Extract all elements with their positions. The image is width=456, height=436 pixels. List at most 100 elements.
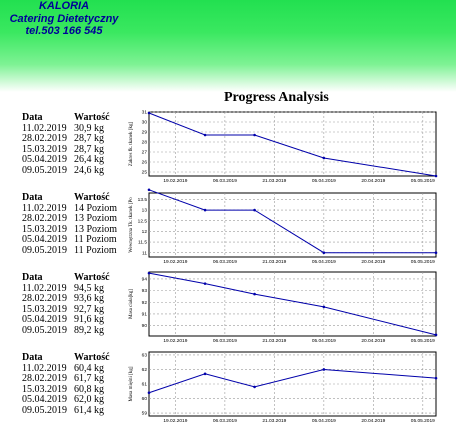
table-row: 11.02.2019 30,9 kg bbox=[22, 122, 110, 135]
table-row: 28.02.2019 13 Poziom bbox=[22, 214, 117, 225]
col-header-date: Data bbox=[22, 112, 43, 123]
table-row: 05.04.2019 26,4 kg bbox=[22, 155, 110, 166]
data-point bbox=[147, 111, 151, 115]
x-tick-label: 19.02.2019 bbox=[163, 178, 187, 184]
plot-frame bbox=[148, 111, 437, 177]
cell-value: 28,7 kg bbox=[74, 133, 104, 145]
table-row: 15.03.2019 13 Poziom bbox=[22, 223, 118, 236]
x-tick-label: 19.02.2019 bbox=[163, 418, 187, 424]
cell-date: 11.02.2019 bbox=[22, 362, 67, 374]
table-row: 09.05.2019 61,4 kg bbox=[22, 404, 110, 417]
cell-date: 15.03.2019 bbox=[22, 383, 67, 395]
cell-value: 13 Poziom bbox=[74, 223, 118, 235]
y-tick-label: 94 bbox=[142, 277, 148, 283]
chart-3: 90 91 92 93 94 19.02.2019 06.03.2019 21.03.2019… bbox=[120, 268, 438, 344]
x-tick-label: 05.04.2019 bbox=[312, 338, 336, 344]
data-point bbox=[253, 292, 256, 296]
x-tick-label: 19.02.2019 bbox=[163, 338, 187, 344]
col-header-date: Data bbox=[22, 272, 43, 283]
cell-date: 11.02.2019 bbox=[22, 122, 67, 134]
col-header-date: Data bbox=[22, 352, 43, 363]
col-header-value: Wartość bbox=[74, 272, 110, 283]
cell-date: 15.03.2019 bbox=[22, 303, 67, 315]
cell-value: 11 Poziom bbox=[74, 234, 117, 246]
cell-date: 15.03.2019 bbox=[22, 143, 67, 155]
data-table-4: Data Wartość 11.02.2019 60,4 kg 28.02.2019… bbox=[22, 352, 110, 417]
cell-date: 09.05.2019 bbox=[22, 244, 67, 256]
x-tick-label: 06.03.2019 bbox=[213, 259, 237, 265]
cell-value: 61,7 kg bbox=[74, 373, 104, 385]
y-tick-label: 30 bbox=[142, 120, 148, 126]
cell-value: 26,4 kg bbox=[74, 154, 104, 166]
table-row: 09.05.2019 89,2 kg bbox=[22, 324, 110, 337]
y-axis-label: Masa ciała[kg] bbox=[129, 289, 134, 319]
data-point bbox=[253, 385, 256, 389]
data-point bbox=[322, 368, 326, 371]
brand-name: KALORIA bbox=[38, 0, 90, 12]
cell-date: 09.05.2019 bbox=[22, 324, 67, 336]
data-point bbox=[322, 305, 326, 309]
y-tick-label: 28 bbox=[142, 140, 148, 146]
cell-value: 28,7 kg bbox=[74, 143, 104, 155]
col-header-date: Data bbox=[22, 192, 43, 203]
data-point bbox=[253, 133, 256, 137]
cell-date: 28.02.2019 bbox=[22, 213, 67, 225]
x-tick-label: 06.03.2019 bbox=[213, 418, 237, 424]
plot-frame bbox=[148, 192, 437, 258]
cell-value: 94,5 kg bbox=[74, 282, 104, 294]
y-tick-label: 63 bbox=[142, 353, 148, 359]
y-tick-label: 31 bbox=[142, 110, 148, 116]
table-row: 15.03.2019 60,8 kg bbox=[22, 383, 110, 396]
table-row: 28.02.2019 93,6 kg bbox=[22, 294, 110, 305]
cell-value: 30,9 kg bbox=[74, 122, 104, 134]
cell-value: 60,4 kg bbox=[74, 362, 104, 374]
cell-value: 93,6 kg bbox=[74, 293, 104, 305]
cell-value: 62,0 kg bbox=[74, 394, 104, 406]
cell-date: 11.02.2019 bbox=[22, 202, 67, 214]
cell-date: 09.05.2019 bbox=[22, 404, 67, 416]
chart-1: 25 26 27 28 29 30 31 19.02.2019 06.03.2019 21.03.… bbox=[120, 108, 438, 184]
cell-date: 05.04.2019 bbox=[22, 314, 67, 326]
header-banner bbox=[0, 0, 456, 92]
cell-value: 60,8 kg bbox=[74, 383, 104, 395]
y-tick-label: 61 bbox=[142, 382, 148, 388]
cell-date: 05.04.2019 bbox=[22, 234, 67, 246]
cell-value: 11 Poziom bbox=[74, 244, 117, 256]
data-point bbox=[147, 391, 151, 395]
y-tick-label: 59 bbox=[142, 411, 148, 417]
y-tick-label: 13 bbox=[142, 208, 148, 214]
data-point bbox=[434, 251, 438, 255]
table-row: 05.04.2019 62,0 kg bbox=[22, 395, 110, 406]
x-tick-label: 06.03.2019 bbox=[213, 178, 237, 184]
y-tick-label: 11.5 bbox=[138, 240, 147, 246]
y-axis-label: Masa mięśni [kg] bbox=[129, 366, 134, 401]
x-tick-label: 20.04.2019 bbox=[361, 338, 385, 344]
data-table-3: Data Wartość 11.02.2019 94,5 kg 28.02.2019… bbox=[22, 272, 110, 337]
y-tick-label: 92 bbox=[142, 300, 148, 306]
x-tick-label: 20.04.2019 bbox=[361, 178, 385, 184]
y-tick-label: 25 bbox=[142, 170, 148, 176]
col-header-value: Wartość bbox=[74, 112, 110, 123]
brand-tagline: Catering Dietetyczny bbox=[9, 12, 119, 25]
cell-value: 13 Poziom bbox=[74, 213, 118, 225]
y-tick-label: 91 bbox=[142, 311, 148, 317]
data-point bbox=[147, 271, 151, 275]
data-point bbox=[322, 156, 326, 160]
cell-date: 09.05.2019 bbox=[22, 164, 67, 176]
table-row: 11.02.2019 14 Poziom bbox=[22, 202, 118, 215]
y-tick-label: 11 bbox=[142, 250, 147, 256]
plot-frame bbox=[148, 271, 437, 337]
y-axis-label: Zakres fk. tkanek [kg] bbox=[129, 121, 134, 166]
cell-value: 14 Poziom bbox=[74, 202, 118, 214]
x-tick-label: 05.04.2019 bbox=[312, 259, 336, 265]
y-tick-label: 29 bbox=[142, 130, 148, 136]
col-header-value: Wartość bbox=[74, 192, 110, 203]
table-row: 28.02.2019 28,7 kg bbox=[22, 134, 110, 145]
col-header-value: Wartość bbox=[74, 352, 110, 363]
x-tick-label: 19.02.2019 bbox=[163, 259, 187, 265]
data-point bbox=[203, 133, 207, 137]
cell-date: 05.04.2019 bbox=[22, 394, 67, 406]
table-row: 28.02.2019 61,7 kg bbox=[22, 374, 110, 385]
x-tick-label: 21.03.2019 bbox=[262, 418, 286, 424]
data-table-1: Data Wartość 11.02.2019 30,9 kg 28.02.2019… bbox=[22, 112, 110, 177]
